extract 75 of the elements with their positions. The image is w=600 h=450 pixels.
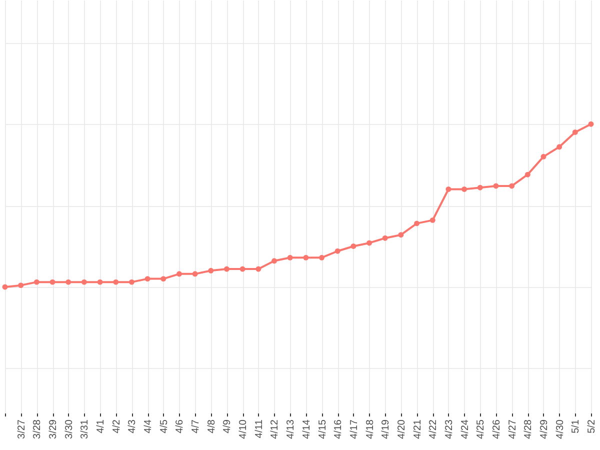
x-tick-label: 4/4	[143, 419, 154, 434]
point	[256, 266, 262, 272]
x-tick-label: 4/17	[348, 419, 360, 439]
point	[493, 183, 499, 189]
x-tick-label: 4/7	[190, 419, 202, 434]
x-tick-label: 4/9	[222, 419, 234, 434]
point	[414, 220, 420, 226]
point	[572, 130, 578, 135]
point	[350, 244, 356, 249]
x-tick-label: 3/31	[80, 419, 91, 439]
point	[144, 276, 150, 282]
point	[224, 266, 230, 272]
point	[556, 144, 562, 150]
x-tick-label: 3/29	[48, 419, 60, 439]
point	[208, 268, 214, 274]
point	[128, 279, 134, 285]
x-tick-label: 4/27	[507, 419, 518, 439]
x-tick-label: 4/1	[96, 419, 107, 434]
point	[50, 279, 56, 285]
point	[287, 254, 293, 260]
x-tick-label: 4/3	[127, 419, 138, 434]
x-tick-label: 4/28	[523, 419, 534, 439]
x-tick-label: 4/22	[428, 419, 440, 439]
point	[430, 217, 436, 223]
point	[192, 271, 198, 277]
x-tick-label: 4/10	[238, 419, 250, 439]
point	[176, 271, 182, 277]
x-tick-label: 4/30	[554, 419, 566, 439]
x-tick-label: 4/19	[380, 419, 392, 439]
point	[272, 258, 277, 264]
point	[18, 282, 24, 288]
x-tick-label: 3/28	[32, 419, 44, 439]
point	[382, 235, 388, 241]
x-tick-label: 3/30	[64, 419, 75, 439]
point	[66, 279, 72, 285]
x-tick-label: 4/5	[158, 419, 170, 434]
point	[462, 186, 468, 192]
point	[160, 276, 166, 282]
x-tick-label: 4/8	[206, 419, 218, 434]
x-tick-label: 4/23	[444, 419, 455, 439]
point	[540, 154, 546, 160]
x-tick-label: 5/2	[586, 419, 598, 434]
point	[366, 240, 372, 246]
x-tick-label: 4/13	[286, 419, 297, 439]
point	[398, 232, 404, 238]
x-tick-label: 4/20	[396, 419, 408, 439]
x-tick-label: 4/21	[412, 419, 424, 439]
x-tick-label: 4/14	[301, 419, 312, 439]
x-tick-label: 4/2	[111, 419, 122, 434]
point	[509, 183, 515, 189]
point	[446, 186, 452, 192]
point	[334, 248, 340, 254]
point	[113, 279, 119, 285]
point	[477, 184, 483, 190]
x-tick-label: 4/29	[538, 419, 550, 439]
point	[240, 266, 246, 272]
x-tick-label: 4/24	[460, 419, 471, 439]
point	[81, 279, 87, 285]
point	[2, 284, 8, 290]
point	[524, 172, 530, 178]
x-tick-label: 4/16	[333, 419, 344, 439]
x-tick-label: 4/25	[476, 419, 487, 439]
x-tick-label: 4/15	[317, 419, 328, 439]
point	[97, 279, 103, 285]
x-tick-label: 5/1	[570, 419, 582, 434]
x-tick-label: 4/26	[491, 419, 502, 439]
point	[588, 121, 594, 127]
x-tick-label: 4/11	[254, 419, 265, 438]
x-tick-label: 4/18	[364, 419, 376, 439]
point	[303, 254, 309, 260]
x-tick-label: 4/12	[270, 419, 281, 439]
x-tick-label: 3/27	[16, 419, 28, 439]
point	[319, 254, 324, 260]
x-tick-label: 4/6	[174, 419, 186, 434]
point	[34, 279, 40, 285]
